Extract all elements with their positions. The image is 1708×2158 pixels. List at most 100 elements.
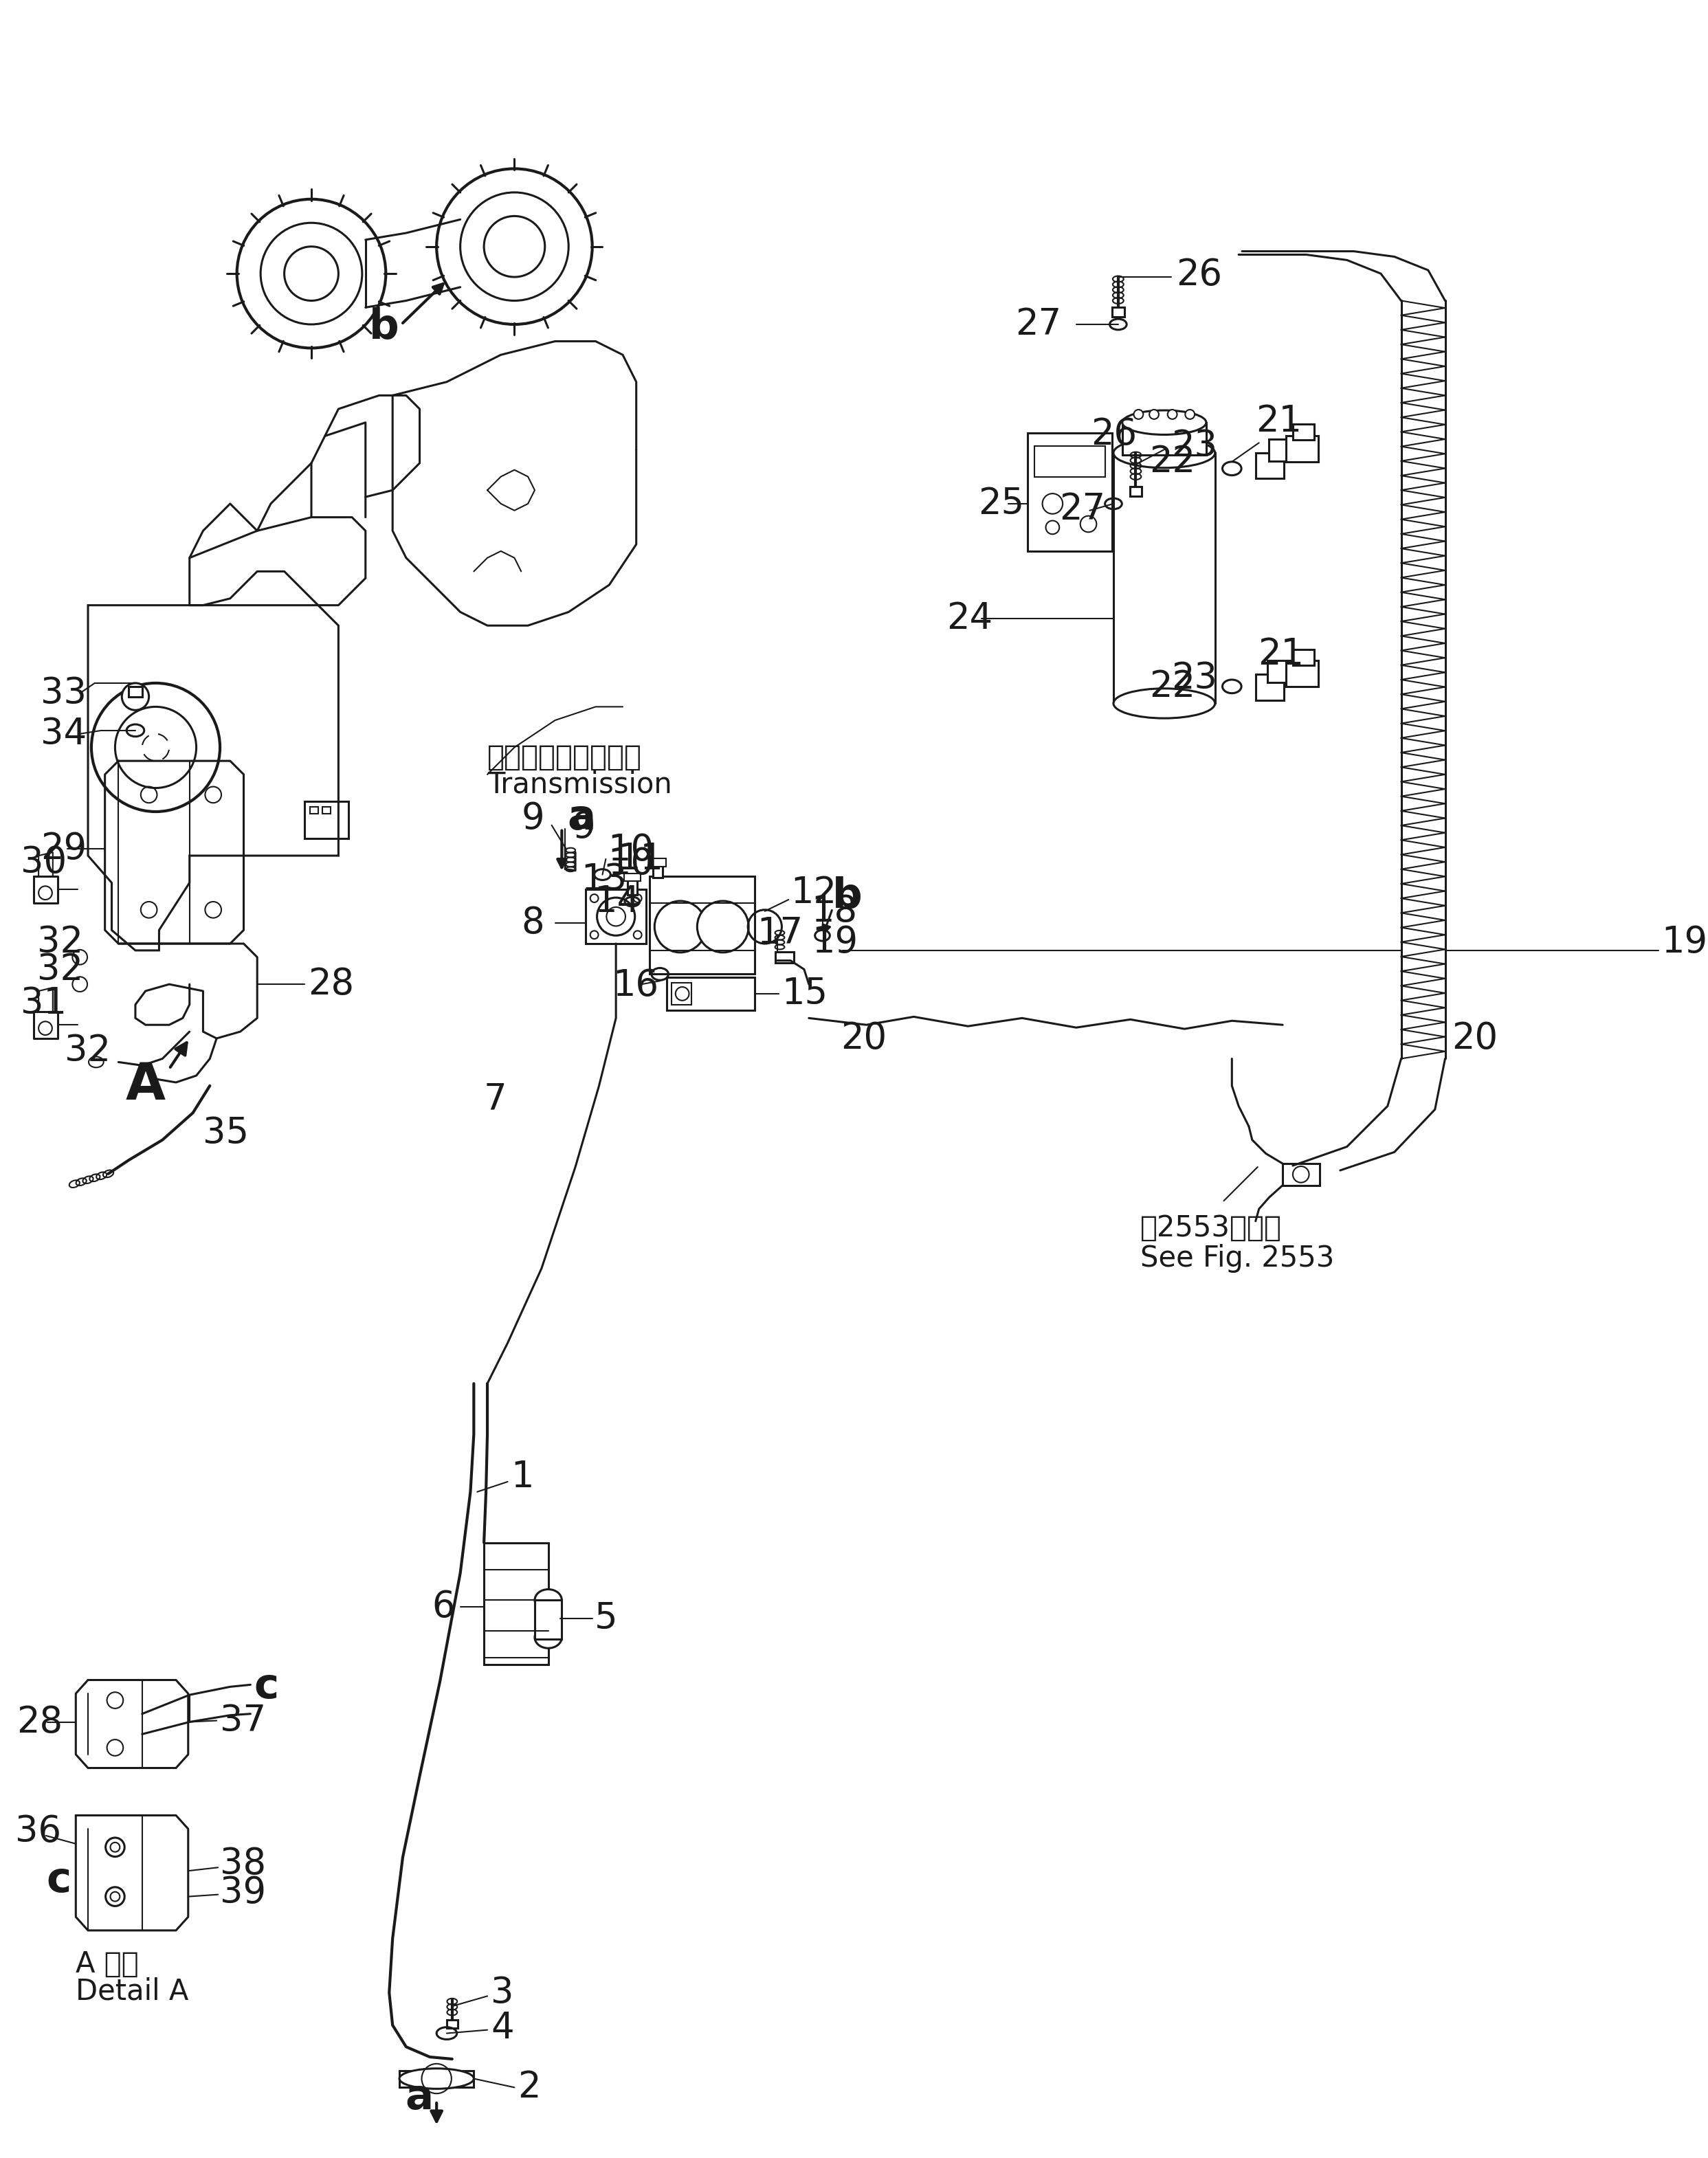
Bar <box>652 861 663 878</box>
Text: 22: 22 <box>1149 445 1196 479</box>
Bar <box>649 859 666 868</box>
Circle shape <box>598 898 635 937</box>
Bar <box>304 801 348 839</box>
Bar <box>586 889 646 943</box>
Bar <box>483 1543 548 1664</box>
Text: 18: 18 <box>811 893 857 930</box>
Bar <box>1255 673 1284 699</box>
Bar <box>1114 453 1214 704</box>
Bar <box>1283 1163 1320 1185</box>
Text: 22: 22 <box>1149 669 1196 704</box>
Text: 29: 29 <box>41 831 87 868</box>
Ellipse shape <box>1114 688 1214 719</box>
Text: A: A <box>125 1062 166 1111</box>
Text: 10: 10 <box>608 846 654 883</box>
Bar <box>775 952 794 962</box>
Bar <box>535 1599 562 1640</box>
Bar <box>1286 660 1319 686</box>
Text: トランスミッション: トランスミッション <box>487 742 642 773</box>
Text: a: a <box>567 798 596 839</box>
Text: 10: 10 <box>608 833 654 868</box>
Text: 9: 9 <box>521 801 545 837</box>
Text: 21: 21 <box>1257 637 1303 671</box>
Circle shape <box>237 199 386 347</box>
Ellipse shape <box>535 1627 562 1649</box>
Bar <box>447 2020 458 2029</box>
Text: 25: 25 <box>979 486 1025 522</box>
Text: A 詳細: A 詳細 <box>75 1951 138 1979</box>
Bar <box>1293 423 1315 440</box>
Bar <box>627 876 637 896</box>
Text: 32: 32 <box>38 924 84 960</box>
Bar <box>671 982 692 1006</box>
Text: 27: 27 <box>1059 492 1105 527</box>
Text: 37: 37 <box>220 1703 266 1739</box>
Bar <box>128 686 142 697</box>
Text: 15: 15 <box>782 975 828 1012</box>
Text: 14: 14 <box>594 885 640 919</box>
Circle shape <box>1134 410 1143 419</box>
Text: 1: 1 <box>511 1459 535 1495</box>
Bar <box>649 876 755 973</box>
Text: 20: 20 <box>840 1021 886 1055</box>
Circle shape <box>697 902 748 952</box>
Text: 17: 17 <box>757 915 803 952</box>
Bar <box>1028 432 1112 550</box>
Text: Transmission: Transmission <box>487 770 671 798</box>
Text: 8: 8 <box>521 906 545 941</box>
Text: 26: 26 <box>1091 416 1138 453</box>
Text: 2: 2 <box>518 2070 541 2106</box>
Bar <box>1293 650 1315 665</box>
Circle shape <box>121 684 149 710</box>
Ellipse shape <box>1122 410 1206 434</box>
Text: 23: 23 <box>1172 427 1218 464</box>
Text: 6: 6 <box>432 1588 454 1625</box>
Circle shape <box>39 887 53 900</box>
Text: 13: 13 <box>581 861 627 898</box>
Text: 16: 16 <box>613 967 659 1003</box>
Bar <box>1267 660 1286 682</box>
Bar <box>311 807 318 814</box>
Bar <box>1269 440 1288 462</box>
Bar <box>666 978 755 1010</box>
Text: Detail A: Detail A <box>75 1977 190 2005</box>
Text: a: a <box>405 2078 434 2117</box>
Bar <box>400 2070 473 2087</box>
Bar <box>623 874 640 880</box>
Text: 32: 32 <box>38 952 84 986</box>
Text: 31: 31 <box>20 986 67 1021</box>
Text: 30: 30 <box>20 844 67 880</box>
Text: 24: 24 <box>946 600 992 637</box>
Bar <box>1122 423 1206 455</box>
Text: 32: 32 <box>65 1034 111 1068</box>
Text: 28: 28 <box>307 967 354 1001</box>
Text: 26: 26 <box>1177 257 1223 293</box>
Text: 3: 3 <box>490 1975 514 2011</box>
Text: c: c <box>46 1860 72 1901</box>
Bar <box>323 807 330 814</box>
Ellipse shape <box>400 2070 473 2089</box>
Text: 11: 11 <box>617 842 663 876</box>
Text: 4: 4 <box>490 2009 514 2046</box>
Text: 12: 12 <box>791 874 837 911</box>
Text: 38: 38 <box>220 1847 266 1882</box>
Circle shape <box>1168 410 1177 419</box>
Text: 39: 39 <box>220 1875 266 1910</box>
Text: c: c <box>254 1666 278 1707</box>
Text: b: b <box>832 876 863 917</box>
Bar <box>1255 453 1284 479</box>
Circle shape <box>654 902 705 952</box>
Circle shape <box>437 168 593 324</box>
Circle shape <box>39 1021 53 1036</box>
Text: 35: 35 <box>203 1116 249 1150</box>
Text: 9: 9 <box>572 809 594 846</box>
Text: 第2553図参照: 第2553図参照 <box>1141 1213 1283 1243</box>
Text: 23: 23 <box>1172 660 1218 697</box>
Bar <box>1112 306 1124 317</box>
Circle shape <box>1185 410 1194 419</box>
Circle shape <box>1149 410 1158 419</box>
Text: 20: 20 <box>1452 1021 1498 1055</box>
Text: b: b <box>369 306 400 347</box>
Text: 33: 33 <box>41 675 87 712</box>
Ellipse shape <box>1114 438 1214 468</box>
